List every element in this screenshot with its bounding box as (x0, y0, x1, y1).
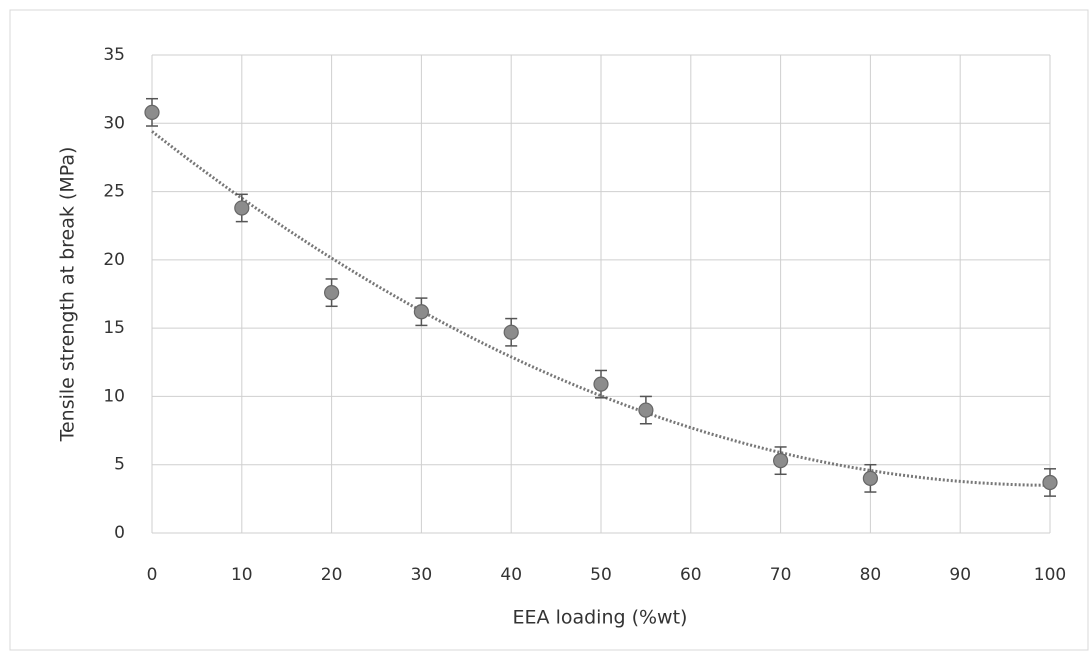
y-tick-label: 35 (103, 45, 125, 65)
x-tick-label: 70 (770, 565, 792, 585)
data-point (774, 454, 788, 468)
x-tick-label: 0 (147, 565, 158, 585)
x-tick-label: 10 (231, 565, 253, 585)
x-tick-label: 100 (1034, 565, 1066, 585)
data-point (414, 305, 428, 319)
data-point (145, 105, 159, 119)
y-tick-label: 25 (103, 182, 125, 202)
data-point (639, 403, 653, 417)
x-tick-label: 90 (949, 565, 971, 585)
y-tick-label: 10 (103, 386, 125, 406)
data-point (594, 377, 608, 391)
y-tick-label: 30 (103, 113, 125, 133)
y-tick-label: 15 (103, 318, 125, 338)
x-tick-label: 60 (680, 565, 702, 585)
x-tick-label: 40 (500, 565, 522, 585)
x-axis-title: EEA loading (%wt) (513, 607, 688, 629)
data-point (325, 286, 339, 300)
x-tick-label: 20 (321, 565, 343, 585)
chart: EEA loading (%wt) Tensile strength at br… (0, 0, 1090, 661)
x-tick-label: 30 (411, 565, 433, 585)
x-tick-label: 80 (860, 565, 882, 585)
data-point (863, 471, 877, 485)
data-point (235, 201, 249, 215)
chart-frame (10, 10, 1088, 650)
data-point (504, 325, 518, 339)
y-tick-label: 0 (114, 523, 125, 543)
y-tick-label: 20 (103, 250, 125, 270)
y-axis-title: Tensile strength at break (MPa) (57, 147, 79, 443)
y-tick-label: 5 (114, 455, 125, 475)
data-point (1043, 475, 1057, 489)
x-tick-label: 50 (590, 565, 612, 585)
